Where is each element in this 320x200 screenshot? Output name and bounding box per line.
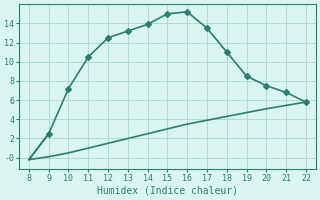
X-axis label: Humidex (Indice chaleur): Humidex (Indice chaleur): [97, 186, 238, 196]
